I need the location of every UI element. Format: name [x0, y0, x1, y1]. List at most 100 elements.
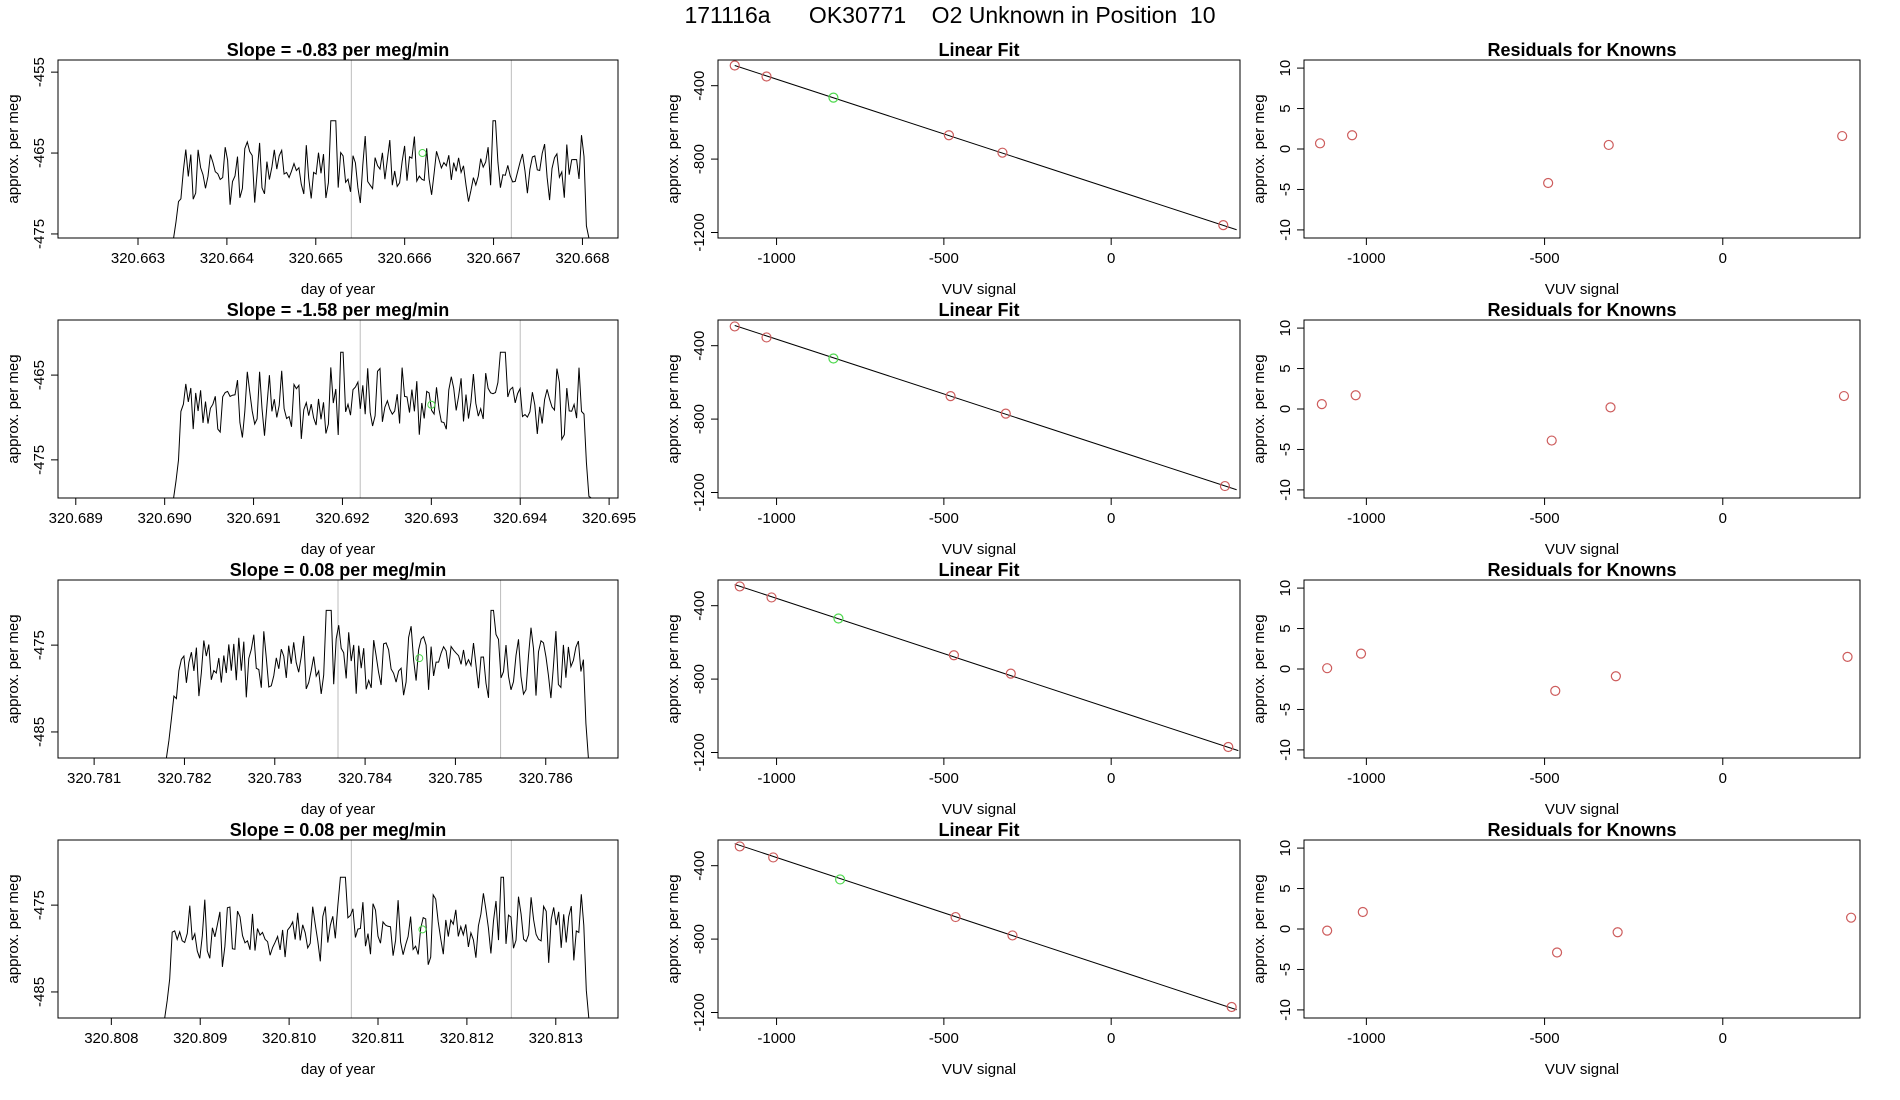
plot-frame	[57, 839, 619, 1019]
plot-frame	[717, 579, 1241, 759]
y-axis-label: approx. per meg	[665, 94, 682, 203]
known-point	[1612, 927, 1623, 938]
x-tick-label: 320.811	[351, 1030, 404, 1047]
unknown-marker-point	[427, 400, 436, 409]
fit-panel-1: Linear Fit VUV signal approx. per meg -1000…	[665, 40, 1241, 298]
panel-title: Slope = -0.83 per meg/min	[227, 40, 450, 60]
y-tick-label: -400	[691, 851, 708, 881]
x-tick-label: 320.668	[555, 250, 609, 267]
known-point	[1605, 402, 1616, 413]
y-tick-label: -10	[1277, 479, 1294, 501]
residuals-panel-2: Residuals for Knowns VUV signal approx. pe…	[1251, 300, 1861, 558]
fit-panel-2: Linear Fit VUV signal approx. per meg -1000…	[665, 300, 1241, 558]
y-axis-label: approx. per meg	[1251, 354, 1268, 463]
unknown-point	[828, 353, 839, 364]
x-tick-label: 0	[1107, 770, 1115, 787]
x-tick-label: -500	[929, 1030, 959, 1047]
residuals-panel-3: Residuals for Knowns VUV signal approx. pe…	[1251, 560, 1861, 818]
x-tick-label: 320.694	[493, 510, 547, 527]
x-tick-label: -500	[1530, 1030, 1560, 1047]
x-tick-label: 0	[1107, 250, 1115, 267]
fit-line	[734, 584, 1239, 752]
x-tick-label: -500	[1530, 250, 1560, 267]
unknown-point	[828, 92, 839, 103]
y-tick-label: 5	[1277, 884, 1294, 892]
known-point	[997, 147, 1008, 158]
plot-frame	[57, 59, 619, 239]
y-tick-label: -1200	[691, 993, 708, 1031]
unknown-point	[833, 613, 844, 624]
x-tick-label: 320.810	[262, 1030, 316, 1047]
known-point	[734, 841, 745, 852]
y-tick-label: -5	[1277, 183, 1294, 196]
panel-title: Linear Fit	[938, 40, 1019, 60]
x-axis-label: VUV signal	[942, 281, 1016, 298]
x-tick-label: -500	[1530, 770, 1560, 787]
known-point	[1357, 906, 1368, 918]
known-point	[1603, 139, 1614, 151]
fit-line	[734, 325, 1237, 491]
panel-title: Residuals for Knowns	[1487, 300, 1676, 320]
residuals-panel-1: Residuals for Knowns VUV signal approx. pe…	[1251, 40, 1861, 298]
known-point	[1355, 648, 1367, 659]
y-tick-label: -5	[1277, 443, 1294, 456]
fit-panel-3: Linear Fit VUV signal approx. per meg -1000…	[665, 560, 1241, 818]
x-tick-label: -1000	[1347, 510, 1385, 527]
unknown-marker-point	[418, 149, 427, 158]
x-tick-label: -500	[1530, 510, 1560, 527]
plot-frame	[717, 319, 1241, 499]
signal-trace-line	[173, 120, 592, 239]
y-tick-label: -465	[31, 360, 48, 390]
x-tick-label: 0	[1719, 1030, 1727, 1047]
y-tick-label: 10	[1277, 320, 1294, 337]
x-tick-label: -1000	[757, 1030, 795, 1047]
known-point	[1000, 408, 1011, 419]
x-tick-label: 320.813	[529, 1030, 583, 1047]
known-point	[1316, 399, 1327, 410]
plot-frame	[1303, 839, 1861, 1019]
x-axis-label: day of year	[301, 541, 375, 558]
known-point	[1005, 668, 1016, 679]
known-point	[1322, 663, 1333, 674]
x-axis-label: VUV signal	[942, 541, 1016, 558]
y-axis-label: approx. per meg	[1251, 94, 1268, 203]
y-axis-label: approx. per meg	[665, 874, 682, 983]
x-tick-label: 0	[1719, 510, 1727, 527]
known-point	[766, 592, 777, 603]
x-tick-label: -1000	[1347, 770, 1385, 787]
x-tick-label: 320.667	[466, 250, 520, 267]
known-point	[729, 60, 740, 71]
known-point	[948, 650, 960, 661]
signal-trace-line	[164, 876, 592, 1019]
panel-title: Linear Fit	[938, 560, 1019, 580]
known-point	[1543, 177, 1554, 189]
unknown-marker-point	[415, 654, 424, 663]
y-tick-label: 0	[1277, 145, 1294, 153]
y-tick-label: -800	[691, 144, 708, 174]
known-point	[950, 911, 961, 923]
x-tick-label: 320.786	[519, 770, 573, 787]
y-axis-label: approx. per meg	[1251, 874, 1268, 983]
y-axis-label: approx. per meg	[5, 614, 22, 723]
known-point	[1838, 390, 1850, 402]
y-tick-label: -10	[1277, 739, 1294, 761]
y-axis-label: approx. per meg	[665, 614, 682, 723]
x-tick-label: 0	[1107, 1030, 1115, 1047]
x-tick-label: 0	[1719, 250, 1727, 267]
y-tick-label: -475	[31, 445, 48, 475]
y-tick-label: -455	[31, 57, 48, 87]
x-tick-label: 320.809	[173, 1030, 227, 1047]
known-point	[761, 332, 772, 343]
known-point	[1219, 480, 1231, 492]
y-axis-label: approx. per meg	[5, 354, 22, 463]
plot-frame	[1303, 59, 1861, 239]
known-point	[943, 130, 954, 141]
panel-title: Slope = 0.08 per meg/min	[230, 820, 447, 840]
known-point	[945, 391, 956, 402]
x-tick-label: 320.666	[378, 250, 432, 267]
y-tick-label: -1200	[691, 473, 708, 511]
known-point	[1226, 1001, 1237, 1013]
x-axis-label: day of year	[301, 801, 375, 818]
trace-panel-2: Slope = -1.58 per meg/min day of year appr…	[5, 300, 636, 558]
